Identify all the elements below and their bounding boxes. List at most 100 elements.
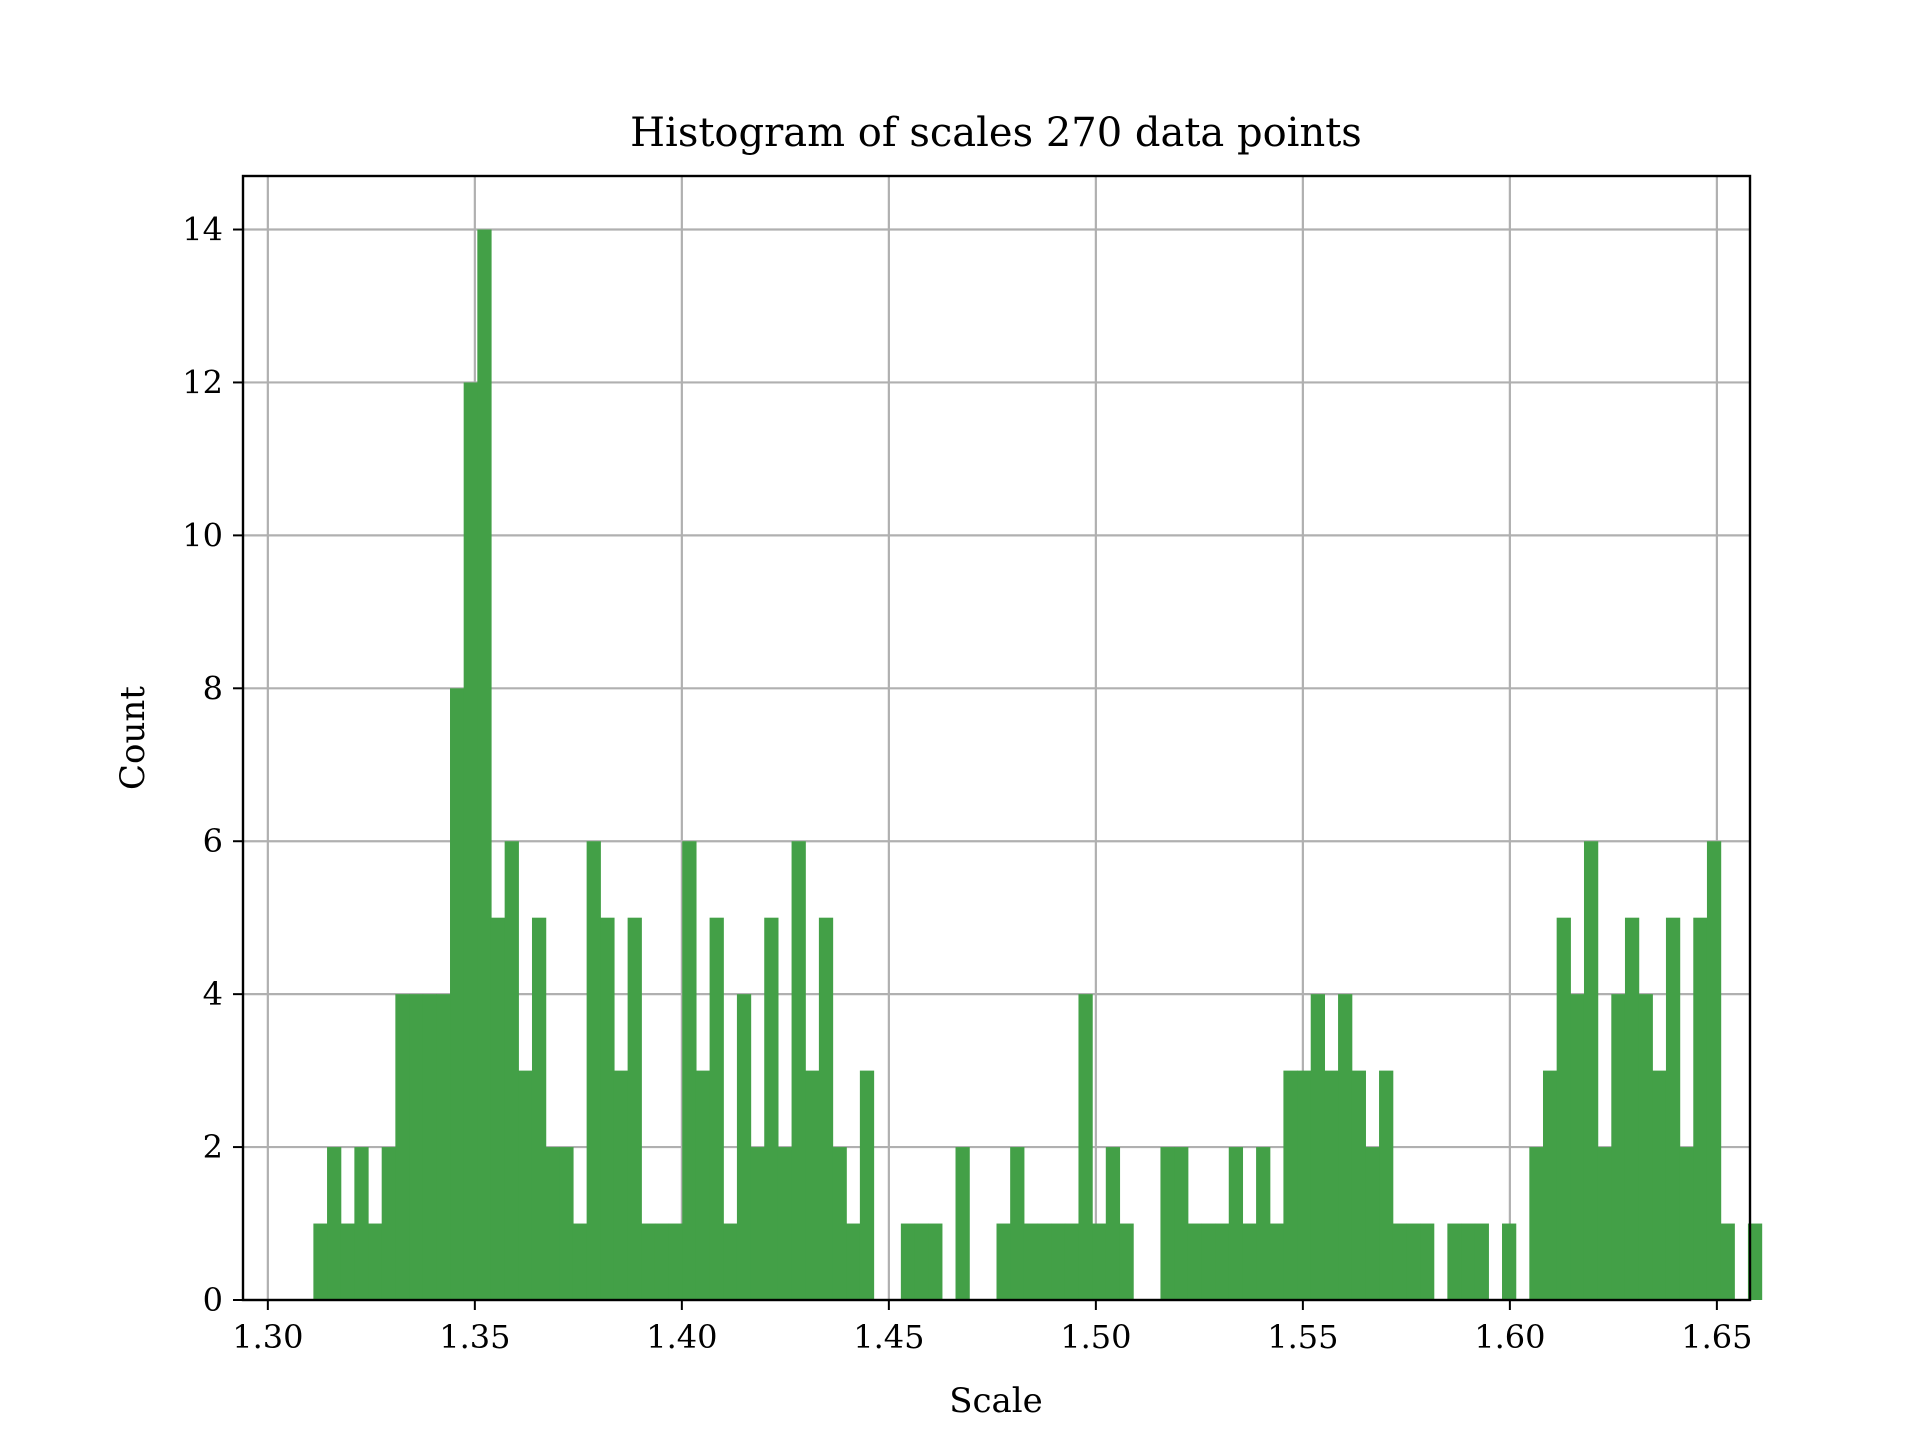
histogram-bar <box>1324 1070 1339 1300</box>
histogram-bar <box>668 1223 683 1300</box>
y-tick-label: 14 <box>182 211 223 249</box>
histogram-bar <box>1174 1147 1189 1300</box>
histogram-bar <box>1187 1223 1203 1300</box>
histogram-bar <box>723 1223 738 1300</box>
histogram-bar <box>477 229 492 1300</box>
ticks-layer: 1.30 1.35 1.40 1.45 1.50 1.55 1.60 1.65 0 2 4 6 8 10 1… <box>182 211 1752 1356</box>
plot-frame <box>241 174 1752 1302</box>
histogram-bar <box>1283 1070 1298 1300</box>
y-tick-label: 12 <box>182 363 223 401</box>
histogram-bar <box>572 1223 588 1300</box>
histogram-bar <box>1624 917 1640 1300</box>
histogram-bar <box>327 1147 342 1300</box>
histogram-bar <box>354 1147 369 1300</box>
x-tick-label: 1.55 <box>1267 1318 1338 1356</box>
histogram-bar <box>1638 994 1653 1300</box>
histogram-bar <box>613 1070 629 1300</box>
histogram-bar <box>586 841 601 1300</box>
histogram-bar <box>518 1070 533 1300</box>
x-tick-label: 1.50 <box>1060 1318 1131 1356</box>
histogram-bar <box>805 1070 820 1300</box>
histogram-bar <box>1652 1070 1667 1300</box>
chart-title: Histogram of scales 270 data points <box>630 110 1362 156</box>
histogram-bar <box>1269 1223 1285 1300</box>
x-tick-label: 1.45 <box>853 1318 924 1356</box>
y-tick-label: 0 <box>203 1281 223 1319</box>
x-tick-label: 1.60 <box>1474 1318 1545 1356</box>
histogram-bar <box>900 1223 916 1300</box>
histogram-bar <box>504 841 519 1300</box>
histogram-bar <box>545 1147 560 1300</box>
y-tick-label: 2 <box>203 1128 223 1166</box>
histogram-bar <box>450 688 465 1300</box>
histogram-bar <box>1119 1223 1134 1300</box>
histogram-bar <box>627 917 642 1300</box>
histogram-bar <box>1474 1223 1489 1300</box>
histogram-bar <box>955 1147 970 1300</box>
histogram-bar <box>409 994 424 1300</box>
histogram-bar <box>463 382 478 1300</box>
histogram-bar <box>1351 1070 1366 1300</box>
y-tick-label: 6 <box>203 822 223 860</box>
histogram-bar <box>1747 1223 1763 1300</box>
histogram-bar <box>381 1147 396 1300</box>
histogram-bar <box>340 1223 355 1300</box>
histogram-bar <box>490 917 506 1300</box>
histogram-bar <box>1037 1223 1052 1300</box>
histogram-bar <box>914 1223 929 1300</box>
y-axis-label: Count <box>113 686 153 790</box>
histogram-bar <box>1338 994 1353 1300</box>
histogram-bar <box>1679 1147 1694 1300</box>
histogram-bar <box>1420 1223 1435 1300</box>
histogram-bar <box>682 841 697 1300</box>
histogram-bar <box>1693 917 1708 1300</box>
histogram-bar <box>1228 1147 1244 1300</box>
histogram-bar <box>736 994 752 1300</box>
histogram-bar <box>791 841 806 1300</box>
histogram-bar <box>818 917 834 1300</box>
histogram-bar <box>695 1070 711 1300</box>
histogram-bar <box>1105 1147 1121 1300</box>
histogram-bar <box>1160 1147 1175 1300</box>
histogram-bar <box>1365 1147 1380 1300</box>
histogram-bar <box>1310 994 1325 1300</box>
histogram-bar <box>559 1147 574 1300</box>
histogram-bar <box>1597 1147 1612 1300</box>
histogram-bar <box>777 1147 793 1300</box>
histogram-bar <box>1502 1223 1517 1300</box>
histogram-bar <box>1392 1223 1407 1300</box>
histogram-bar <box>1078 994 1093 1300</box>
x-tick-label: 1.65 <box>1681 1318 1752 1356</box>
histogram-bar <box>709 917 724 1300</box>
histogram-bar <box>395 994 410 1300</box>
histogram-bar <box>1297 1070 1312 1300</box>
histogram-bar <box>764 917 779 1300</box>
histogram-bar <box>1201 1223 1216 1300</box>
histogram-bar <box>1064 1223 1080 1300</box>
histogram-bar <box>750 1147 765 1300</box>
histogram-bar <box>1023 1223 1039 1300</box>
histogram-bar <box>600 917 615 1300</box>
histogram-bar <box>832 1147 847 1300</box>
histogram-bar <box>996 1223 1011 1300</box>
histogram-bar <box>1611 994 1626 1300</box>
histogram-bar <box>1092 1223 1107 1300</box>
histogram-bar <box>859 1070 875 1300</box>
histogram-bar <box>1010 1147 1025 1300</box>
histogram-bar <box>1406 1223 1421 1300</box>
x-tick-label: 1.40 <box>646 1318 717 1356</box>
histogram-bar <box>1583 841 1599 1300</box>
histogram-bar <box>531 917 547 1300</box>
histogram-bar <box>313 1223 328 1300</box>
y-tick-label: 4 <box>203 975 223 1013</box>
histogram-bar <box>1529 1147 1544 1300</box>
x-axis-label: Scale <box>949 1381 1043 1421</box>
histogram-bar <box>846 1223 861 1300</box>
histogram-bar <box>422 994 437 1300</box>
histogram-bar <box>641 1223 656 1300</box>
histogram-bar <box>1720 1223 1735 1300</box>
bars-layer <box>313 229 1763 1300</box>
histogram-bar <box>368 1223 383 1300</box>
histogram-bar <box>1242 1223 1257 1300</box>
